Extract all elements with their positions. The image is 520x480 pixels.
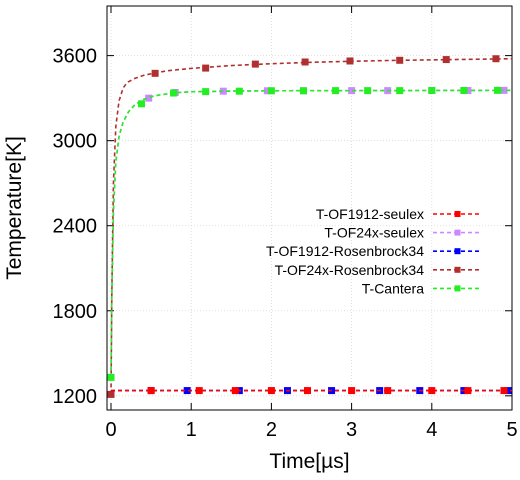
legend-label: T-Cantera: [362, 280, 424, 296]
data-point-marker: [231, 387, 239, 395]
legend-marker: [454, 248, 461, 255]
data-point-marker: [202, 88, 210, 96]
x-tick-label: 5: [506, 419, 517, 441]
data-point-marker: [195, 387, 203, 395]
data-point-marker: [301, 58, 309, 66]
legend-marker: [454, 229, 461, 236]
legend-item-t-of1912-rosenbrock34: T-OF1912-Rosenbrock34: [266, 243, 482, 259]
data-point-marker: [500, 387, 508, 395]
x-tick-label: 3: [346, 419, 357, 441]
axis-ticks: 0 1 2 3 4 5 1200 1800 2400 3000 3600: [53, 6, 518, 441]
data-point-marker: [107, 373, 115, 381]
series-line: [110, 89, 513, 378]
data-point-marker: [460, 86, 468, 94]
data-point-marker: [396, 56, 404, 64]
y-axis-title: Temperature[K]: [3, 136, 26, 280]
data-point-marker: [384, 387, 392, 395]
data-point-marker: [107, 390, 115, 398]
x-tick-label: 4: [426, 419, 437, 441]
legend-label: T-OF24x-Rosenbrock34: [275, 262, 425, 278]
legend-item-t-of24x-rosenbrock34: T-OF24x-Rosenbrock34: [275, 262, 482, 278]
x-tick-label: 1: [186, 419, 197, 441]
series-line: [110, 89, 513, 378]
legend-label: T-OF24x-seulex: [324, 225, 424, 241]
x-axis-title: Time[µs]: [269, 450, 349, 473]
data-point-marker: [396, 87, 404, 95]
data-point-marker: [428, 86, 436, 94]
data-point-marker: [147, 387, 155, 395]
series-t-of1912-seulex: [111, 387, 512, 395]
data-point-marker: [492, 55, 500, 63]
grid: [107, 6, 513, 410]
data-point-marker: [494, 86, 502, 94]
legend-item-t-of24x-seulex: T-OF24x-seulex: [324, 225, 482, 241]
data-point-marker: [346, 57, 354, 65]
data-point-marker: [235, 87, 243, 95]
y-tick-label: 2400: [53, 216, 98, 238]
data-point-marker: [251, 60, 259, 68]
data-point-marker: [267, 387, 275, 395]
y-tick-label: 1200: [53, 386, 98, 408]
data-point-marker: [464, 387, 472, 395]
data-point-marker: [299, 87, 307, 95]
legend-marker: [454, 266, 461, 273]
plot-frame: [106, 5, 513, 411]
legend-marker: [454, 285, 461, 292]
series-t-of1912-rosenbrock34: [111, 387, 512, 395]
data-point-marker: [442, 56, 450, 64]
series-t-of24x-rosenbrock34: [107, 55, 513, 398]
data-point-marker: [428, 387, 436, 395]
legend-item-t-of1912-seulex: T-OF1912-seulex: [316, 206, 482, 222]
data-point-marker: [332, 87, 340, 95]
data-point-marker: [303, 387, 311, 395]
legend: T-OF1912-seulex T-OF24x-seulex T-OF1912-Ro…: [266, 206, 482, 296]
data-point-marker: [267, 87, 275, 95]
data-point-marker: [137, 100, 145, 108]
y-tick-label: 1800: [53, 301, 98, 323]
data-point-marker: [170, 89, 178, 97]
legend-label: T-OF1912-seulex: [316, 206, 424, 222]
series-line: [110, 57, 513, 395]
data-point-marker: [348, 387, 356, 395]
data-point-marker: [151, 69, 159, 77]
x-tick-label: 0: [105, 419, 116, 441]
legend-marker: [454, 211, 461, 217]
series-t-of24x-seulex: [110, 86, 513, 378]
legend-label: T-OF1912-Rosenbrock34: [266, 243, 424, 259]
x-tick-label: 2: [266, 419, 277, 441]
series-t-cantera: [107, 86, 513, 381]
data-point-marker: [202, 64, 210, 72]
data-point-marker: [364, 87, 372, 95]
legend-item-t-cantera: T-Cantera: [362, 280, 482, 296]
series-layer: [107, 55, 513, 398]
y-tick-label: 3600: [53, 46, 98, 68]
y-tick-label: 3000: [53, 131, 98, 153]
